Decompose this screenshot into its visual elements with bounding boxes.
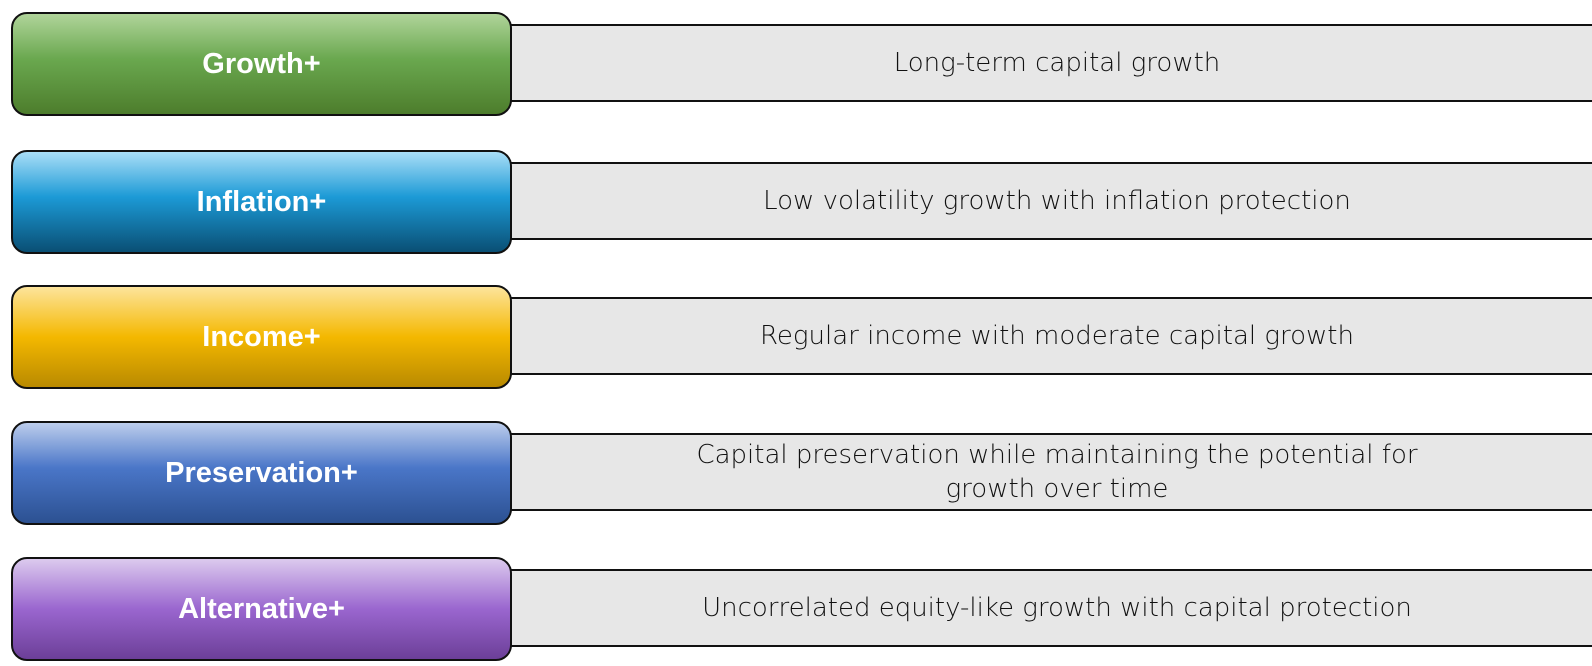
description: Uncorrelated equity-like growth with cap…: [702, 593, 1412, 623]
description: Capital preservation while maintaining t…: [696, 440, 1418, 504]
category-pill: Alternative+: [11, 557, 512, 661]
category-pill: Growth+: [11, 12, 512, 116]
description: Regular income with moderate capital gro…: [760, 321, 1354, 351]
row: Uncorrelated equity-like growth with cap…: [0, 557, 1592, 661]
category-label: Inflation+: [196, 185, 327, 218]
category-label: Income+: [202, 320, 321, 353]
description-bar: Long-term capital growth: [500, 24, 1592, 102]
description-bar: Regular income with moderate capital gro…: [500, 297, 1592, 375]
category-pill: Preservation+: [11, 421, 512, 525]
row: Low volatility growth with inflation pro…: [0, 150, 1592, 254]
description-bar: Low volatility growth with inflation pro…: [500, 162, 1592, 240]
row: Regular income with moderate capital gro…: [0, 285, 1592, 389]
category-pill: Income+: [11, 285, 512, 389]
category-pill: Inflation+: [11, 150, 512, 254]
category-label: Preservation+: [165, 456, 358, 489]
description: Low volatility growth with inflation pro…: [763, 186, 1351, 216]
category-label: Growth+: [202, 47, 321, 80]
description-bar: Uncorrelated equity-like growth with cap…: [500, 569, 1592, 647]
category-label: Alternative+: [178, 592, 345, 625]
description-bar: Capital preservation while maintaining t…: [500, 433, 1592, 511]
description: Long-term capital growth: [893, 48, 1221, 78]
row: Capital preservation while maintaining t…: [0, 421, 1592, 525]
row: Long-term capital growth Growth+: [0, 12, 1592, 116]
